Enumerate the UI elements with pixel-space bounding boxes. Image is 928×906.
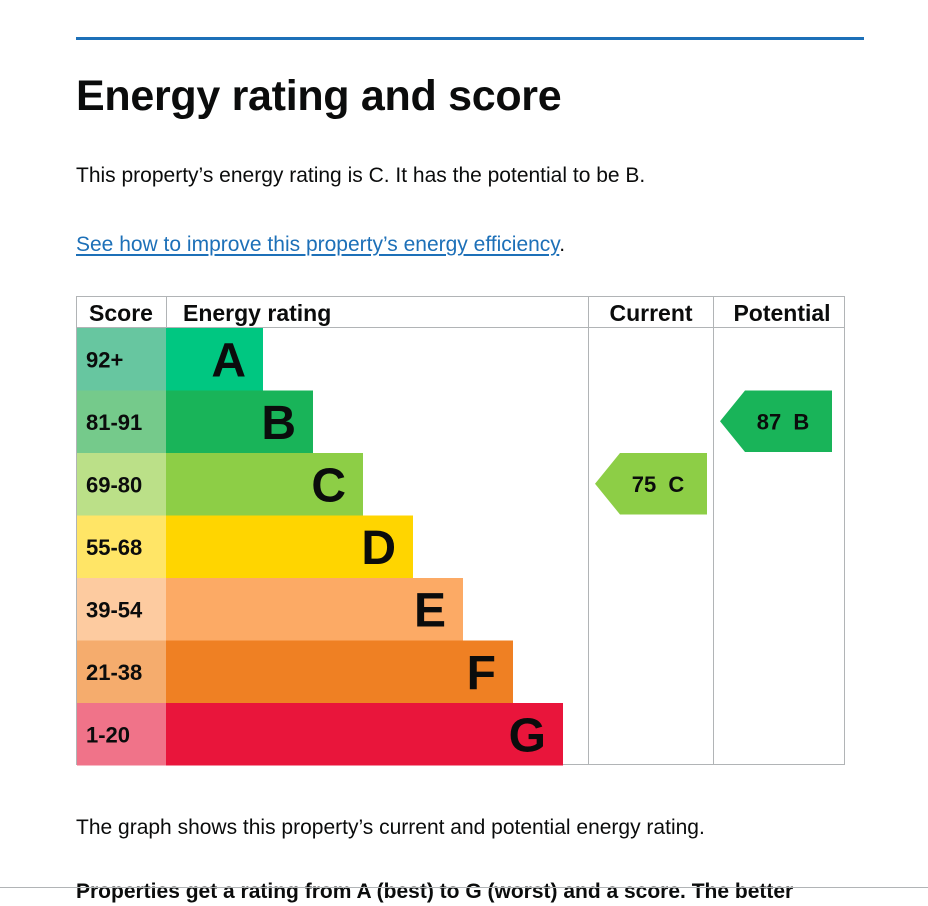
- rating-summary: This property’s energy rating is C. It h…: [76, 164, 646, 187]
- score-cell-b: [77, 390, 166, 453]
- score-range-a: 92+: [86, 347, 123, 372]
- score-cell-e: [77, 578, 166, 641]
- band-bar-e: [166, 578, 463, 641]
- potential-rating-arrow: [720, 390, 832, 452]
- top-rule: [76, 37, 864, 40]
- band-letter-d: D: [361, 522, 396, 575]
- header-score: Score: [89, 300, 153, 326]
- score-range-c: 69-80: [86, 472, 142, 497]
- improve-efficiency-link[interactable]: See how to improve this property’s energ…: [76, 233, 560, 256]
- score-range-b: 81-91: [86, 410, 142, 435]
- rating-bands: 92+ A 81-91 B 69-80 C 55-68 D 39-54 E 21-38 F 1-20 G: [77, 328, 563, 766]
- improve-link-line: See how to improve this property’s energ…: [76, 231, 565, 259]
- band-bar-f: [166, 640, 513, 703]
- band-bar-c: [166, 453, 363, 516]
- current-rating-label: 75 C: [632, 472, 685, 497]
- score-cell-g: [77, 703, 166, 766]
- header-current: Current: [609, 300, 692, 326]
- page-title: Energy rating and score: [76, 72, 562, 120]
- band-bar-b: [166, 390, 313, 453]
- score-cell-d: [77, 515, 166, 578]
- band-letter-b: B: [261, 397, 296, 450]
- score-range-d: 55-68: [86, 535, 142, 560]
- band-letter-f: F: [467, 647, 496, 700]
- current-rating-arrow: [595, 453, 707, 515]
- link-suffix: .: [559, 233, 566, 256]
- band-letter-e: E: [414, 584, 446, 637]
- band-letter-g: G: [509, 709, 546, 762]
- header-energy-rating: Energy rating: [183, 300, 331, 326]
- score-range-e: 39-54: [86, 597, 143, 622]
- band-bar-a: [166, 328, 263, 391]
- rating-markers: 75 C 87 B: [595, 390, 832, 515]
- bottom-rule: [0, 887, 928, 888]
- score-range-g: 1-20: [86, 722, 130, 747]
- band-bar-d: [166, 515, 413, 578]
- band-bar-g: [166, 703, 563, 766]
- graph-description: The graph shows this property’s current …: [76, 816, 705, 839]
- band-letter-a: A: [211, 334, 246, 387]
- score-cell-f: [77, 640, 166, 703]
- band-letter-c: C: [311, 459, 346, 512]
- header-potential: Potential: [733, 300, 830, 326]
- score-cell-a: [77, 328, 166, 391]
- potential-rating-label: 87 B: [757, 409, 810, 434]
- score-cell-c: [77, 453, 166, 516]
- score-range-f: 21-38: [86, 660, 142, 685]
- rating-explanation: Properties get a rating from A (best) to…: [76, 880, 794, 903]
